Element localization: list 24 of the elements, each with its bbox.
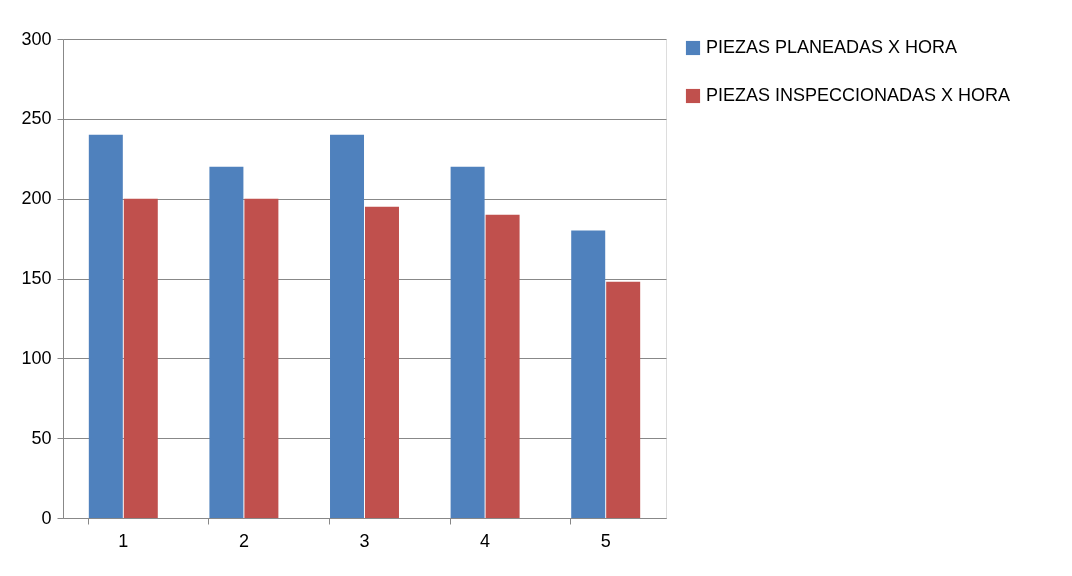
bar — [571, 230, 606, 518]
x-tick-label: 4 — [480, 530, 491, 551]
bar — [450, 166, 485, 518]
legend-label: PIEZAS PLANEADAS X HORA — [706, 37, 958, 57]
x-tick-label: 1 — [118, 530, 129, 551]
bar — [88, 134, 123, 518]
bar — [485, 214, 520, 518]
y-tick-label: 0 — [41, 507, 52, 528]
legend-label: PIEZAS INSPECCIONADAS X HORA — [706, 85, 1011, 105]
y-tick-label: 150 — [21, 268, 52, 288]
y-tick-label: 200 — [21, 188, 52, 209]
bar — [209, 166, 244, 518]
y-tick-label: 100 — [21, 347, 52, 368]
y-tick-label: 300 — [21, 28, 52, 49]
bar — [244, 198, 279, 518]
bar — [606, 281, 641, 518]
bar — [364, 206, 399, 518]
bar — [330, 134, 365, 518]
x-tick-label: 2 — [238, 530, 249, 551]
x-tick-label: 3 — [359, 530, 370, 551]
x-tick-label: 5 — [600, 530, 611, 551]
y-tick-label: 250 — [21, 108, 52, 129]
y-tick-label: 50 — [31, 427, 52, 448]
bar — [123, 198, 158, 518]
